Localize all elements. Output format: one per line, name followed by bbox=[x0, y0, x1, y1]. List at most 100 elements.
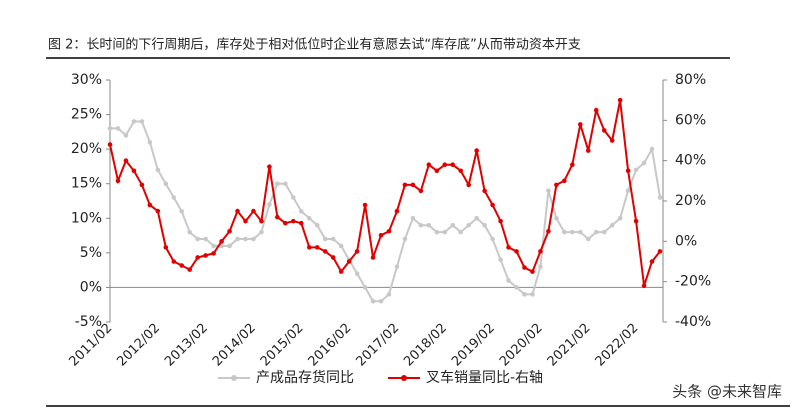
y-tick-label: 5% bbox=[80, 245, 102, 261]
series-marker bbox=[490, 236, 495, 242]
series-marker bbox=[299, 220, 304, 226]
y-tick-label: 20% bbox=[71, 141, 102, 157]
x-tick-label: 2012/02 bbox=[114, 321, 163, 370]
y-tick-label: 30% bbox=[71, 72, 102, 88]
series-marker bbox=[633, 167, 639, 173]
series-marker bbox=[115, 178, 121, 184]
series-marker bbox=[314, 245, 320, 250]
series-marker bbox=[123, 158, 129, 163]
series-marker bbox=[609, 138, 615, 143]
series-marker bbox=[227, 228, 232, 234]
series-marker bbox=[235, 236, 240, 242]
series-marker bbox=[306, 215, 312, 221]
series-marker bbox=[259, 229, 264, 235]
series-marker bbox=[649, 259, 655, 264]
series-marker bbox=[147, 139, 153, 145]
series-marker bbox=[466, 222, 471, 228]
series-marker bbox=[163, 181, 169, 187]
series-marker bbox=[147, 202, 153, 208]
series-marker bbox=[426, 162, 432, 167]
series-marker bbox=[577, 229, 583, 235]
x-tick-label: 2017/02 bbox=[353, 321, 402, 370]
y-tick-label: 25% bbox=[71, 107, 102, 123]
series-marker bbox=[633, 218, 639, 224]
series-marker bbox=[227, 243, 232, 249]
series-marker bbox=[498, 218, 503, 224]
series-marker bbox=[115, 126, 121, 131]
series-marker bbox=[386, 228, 392, 234]
series-marker bbox=[235, 208, 240, 214]
series-marker bbox=[625, 168, 631, 174]
legend-marker bbox=[401, 375, 407, 381]
series-marker bbox=[283, 181, 288, 187]
series-marker bbox=[330, 255, 336, 260]
series-marker bbox=[378, 298, 384, 304]
series-marker bbox=[410, 182, 416, 188]
watermark: 头条 @未来智库 bbox=[672, 383, 782, 401]
series-marker bbox=[554, 182, 559, 188]
series-marker bbox=[458, 168, 464, 174]
series-marker bbox=[466, 182, 471, 188]
series-marker bbox=[585, 236, 591, 242]
series-marker bbox=[601, 229, 607, 235]
legend-marker bbox=[231, 375, 237, 381]
series-marker bbox=[195, 236, 200, 242]
series-marker bbox=[641, 160, 647, 166]
series-marker bbox=[362, 285, 368, 290]
y2-tick-label: 80% bbox=[675, 72, 706, 88]
series-marker bbox=[474, 148, 479, 153]
series-marker bbox=[131, 119, 137, 124]
series-marker bbox=[378, 232, 384, 238]
series-marker bbox=[299, 209, 304, 214]
x-tick-label: 2013/02 bbox=[162, 321, 211, 370]
series-marker bbox=[330, 236, 336, 242]
series-marker bbox=[211, 251, 216, 256]
series-marker bbox=[179, 209, 185, 214]
series-marker bbox=[155, 167, 161, 173]
series-marker bbox=[410, 215, 416, 221]
series-marker bbox=[211, 243, 216, 249]
series-marker bbox=[259, 218, 264, 224]
series-marker bbox=[418, 188, 424, 194]
x-tick-label: 2019/02 bbox=[449, 321, 498, 370]
series-marker bbox=[506, 278, 511, 283]
series-marker bbox=[562, 229, 567, 235]
series-marker bbox=[243, 236, 248, 242]
series-marker bbox=[514, 285, 519, 290]
series-marker bbox=[562, 178, 567, 184]
series-marker bbox=[187, 229, 193, 235]
series-marker bbox=[593, 107, 599, 113]
x-tick-label: 2020/02 bbox=[497, 321, 546, 370]
series-marker bbox=[155, 208, 161, 214]
series-marker bbox=[546, 188, 551, 193]
legend-label: 叉车销量同比-右轴 bbox=[426, 369, 543, 386]
series-marker bbox=[601, 128, 607, 133]
y2-tick-label: 20% bbox=[675, 193, 706, 209]
series-marker bbox=[370, 255, 376, 260]
series-marker bbox=[522, 265, 527, 270]
series-marker bbox=[450, 222, 456, 228]
series-marker bbox=[283, 220, 288, 226]
series-marker bbox=[442, 229, 448, 235]
y-tick-label: -5% bbox=[75, 314, 102, 330]
series-marker bbox=[649, 146, 655, 152]
y2-tick-label: -40% bbox=[675, 314, 711, 330]
series-marker bbox=[187, 267, 193, 272]
series-marker bbox=[275, 214, 280, 220]
series-marker bbox=[482, 188, 487, 194]
series-marker bbox=[554, 215, 559, 221]
series-marker bbox=[386, 292, 392, 297]
y2-tick-label: 60% bbox=[675, 112, 706, 128]
series-marker bbox=[131, 168, 137, 174]
series-marker bbox=[418, 222, 424, 228]
series-marker bbox=[498, 257, 503, 263]
y2-tick-label: 40% bbox=[675, 153, 706, 169]
series-marker bbox=[450, 162, 456, 167]
series-marker bbox=[346, 259, 352, 264]
series-marker bbox=[291, 218, 296, 224]
series-marker bbox=[530, 292, 535, 297]
series-marker bbox=[354, 271, 360, 276]
series-marker bbox=[402, 236, 408, 242]
series-marker bbox=[107, 126, 113, 131]
